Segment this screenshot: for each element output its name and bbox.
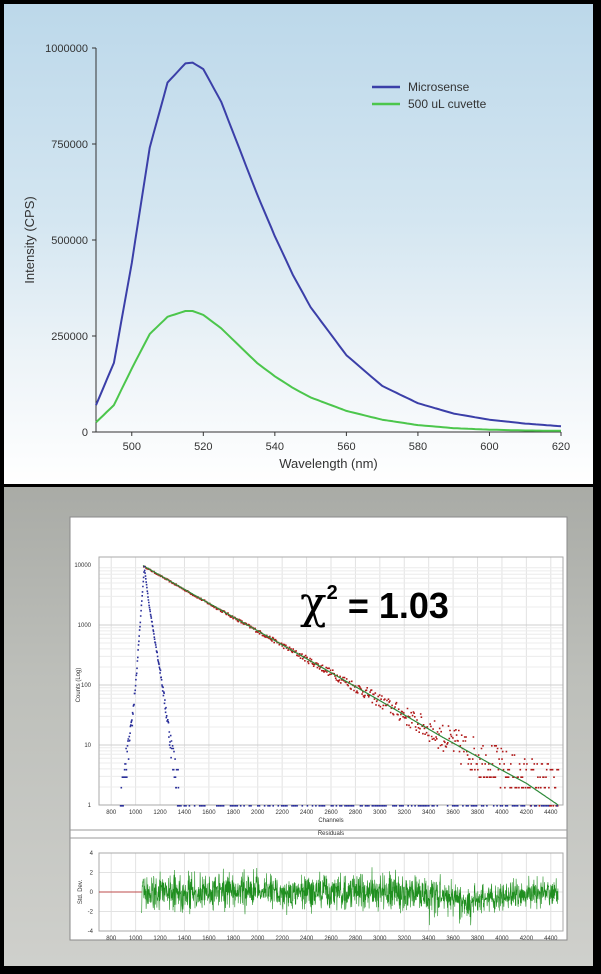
- residuals-y-axis-label: Std. Dev.: [78, 880, 84, 905]
- residual-x-tick-label: 3000: [373, 936, 387, 942]
- series-line-1: [95, 310, 561, 432]
- x-tick-label: 620: [552, 441, 570, 453]
- residual-x-tick-label: 1800: [227, 936, 241, 942]
- x-tick-label: 1600: [202, 810, 216, 816]
- x-tick-label: 3400: [422, 810, 436, 816]
- x-tick-label: 3600: [446, 810, 460, 816]
- residual-x-tick-label: 3200: [398, 936, 412, 942]
- x-axis-label: Wavelength (nm): [279, 456, 378, 471]
- x-axis-label: Channels: [318, 818, 343, 824]
- y-tick-label: 100: [81, 683, 92, 689]
- residuals-trace: [141, 867, 559, 926]
- x-tick-label: 2800: [349, 810, 363, 816]
- residual-x-tick-label: 1200: [153, 936, 167, 942]
- chi-squared-annotation: χ2 = 1.03: [300, 578, 449, 629]
- residual-x-tick-label: 4200: [520, 936, 534, 942]
- lifetime-panel: 1 10 100 1000 10000 800 1000 1200 1400 1600 1800 20…: [4, 487, 593, 966]
- residual-y-tick-label: -4: [88, 929, 94, 935]
- legend-label-1: 500 uL cuvette: [408, 97, 487, 111]
- x-tick-label: 580: [409, 441, 427, 453]
- x-tick-label: 800: [106, 810, 117, 816]
- residual-x-tick-label: 3600: [446, 936, 460, 942]
- emission-chart: 0 250000 500000 750000 1000000 500 520 540 560 58…: [22, 43, 570, 471]
- residual-x-tick-label: 1400: [178, 936, 192, 942]
- residuals-title: Residuals: [318, 831, 344, 837]
- residual-x-tick-label: 4400: [544, 936, 558, 942]
- chi-symbol: χ: [300, 578, 327, 629]
- chi-power: 2: [326, 582, 338, 604]
- y-tick-label: 1000: [78, 623, 92, 629]
- series-line-0: [95, 61, 562, 428]
- x-tick-label: 1800: [227, 810, 241, 816]
- x-tick-label: 4400: [544, 810, 558, 816]
- x-tick-label: 560: [337, 441, 355, 453]
- y-tick-label: 10: [84, 743, 91, 749]
- y-axis-label: Counts (Log): [76, 668, 82, 703]
- residual-x-tick-label: 2000: [251, 936, 265, 942]
- residual-y-tick-label: -2: [88, 910, 94, 916]
- x-tick-label: 3000: [373, 810, 387, 816]
- y-axis-label: Intensity (CPS): [22, 196, 37, 283]
- x-tick-label: 4000: [495, 810, 509, 816]
- residual-y-tick-label: 2: [90, 871, 94, 877]
- y-tick-label: 1000000: [45, 43, 88, 55]
- y-tick-label: 500000: [51, 235, 88, 247]
- residual-x-tick-label: 1000: [129, 936, 143, 942]
- x-tick-label: 1000: [129, 810, 143, 816]
- residual-x-tick-label: 800: [106, 936, 117, 942]
- x-tick-label: 2200: [275, 810, 289, 816]
- x-tick-label: 500: [123, 441, 141, 453]
- legend-label-0: Microsense: [408, 80, 470, 94]
- emission-panel: 0 250000 500000 750000 1000000 500 520 540 560 58…: [4, 4, 593, 484]
- x-tick-label: 600: [480, 441, 498, 453]
- residual-x-tick-label: 1600: [202, 936, 216, 942]
- x-tick-label: 4200: [520, 810, 534, 816]
- residual-x-tick-label: 2800: [349, 936, 363, 942]
- x-tick-label: 1200: [153, 810, 167, 816]
- chi-value: = 1.03: [347, 585, 449, 626]
- y-tick-label: 250000: [51, 331, 88, 343]
- x-tick-label: 3200: [398, 810, 412, 816]
- y-tick-label: 0: [82, 427, 88, 439]
- residual-x-tick-label: 2600: [324, 936, 338, 942]
- residual-x-tick-label: 4000: [495, 936, 509, 942]
- x-tick-label: 540: [266, 441, 284, 453]
- residual-x-tick-label: 3400: [422, 936, 436, 942]
- x-tick-label: 2400: [300, 810, 314, 816]
- plot-card: [69, 516, 568, 941]
- y-tick-label: 750000: [51, 139, 88, 151]
- x-tick-label: 520: [194, 441, 212, 453]
- decay-data-points: [143, 565, 560, 807]
- residual-x-tick-label: 2200: [275, 936, 289, 942]
- x-tick-label: 3800: [471, 810, 485, 816]
- x-tick-label: 1400: [178, 810, 192, 816]
- residual-y-tick-label: 0: [90, 890, 94, 896]
- residual-y-tick-label: 4: [90, 851, 94, 857]
- y-tick-label: 10000: [74, 563, 91, 569]
- residual-x-tick-label: 3800: [471, 936, 485, 942]
- y-tick-label: 1: [88, 803, 92, 809]
- residual-x-tick-label: 2400: [300, 936, 314, 942]
- x-tick-label: 2600: [324, 810, 338, 816]
- fit-line: [142, 565, 559, 806]
- x-tick-label: 2000: [251, 810, 265, 816]
